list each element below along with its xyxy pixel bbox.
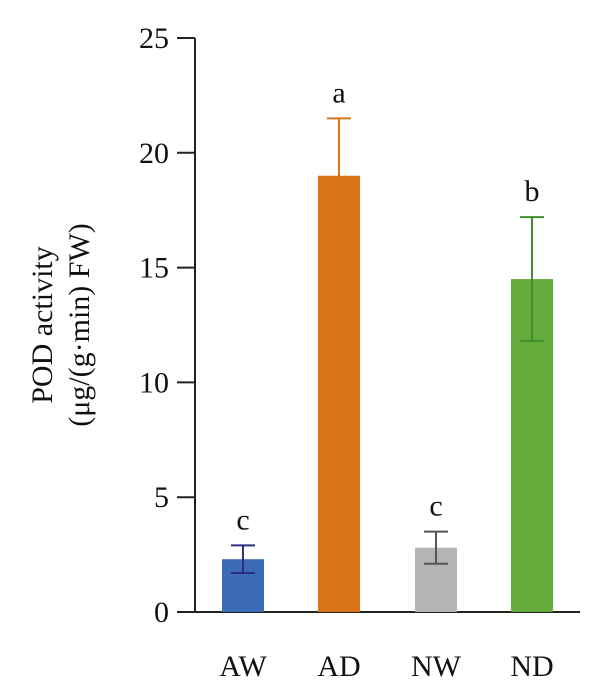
- significance-letter: c: [429, 490, 442, 523]
- bar-ad: [318, 175, 360, 612]
- x-category-label: NW: [411, 650, 462, 683]
- y-axis-ticks: 0 5 10 15 20 25: [139, 22, 195, 629]
- y-tick-label: 10: [139, 366, 169, 399]
- bars: [222, 175, 553, 612]
- y-tick-label: 25: [139, 22, 169, 55]
- significance-letter: c: [236, 503, 249, 536]
- y-tick-label: 15: [139, 252, 169, 285]
- significance-letter: b: [525, 175, 540, 208]
- significance-letter: a: [332, 76, 345, 109]
- x-category-label: AW: [219, 650, 267, 683]
- x-axis-categories: AW AD NW ND: [219, 650, 553, 683]
- y-tick-label: 5: [154, 481, 169, 514]
- error-bars: [231, 117, 544, 574]
- y-axis-label-line-1: POD activity: [26, 246, 59, 404]
- x-category-label: AD: [317, 650, 360, 683]
- significance-letters: c a c b: [236, 76, 539, 536]
- y-tick-label: 20: [139, 137, 169, 170]
- y-tick-label: 0: [154, 596, 169, 629]
- y-axis-label: POD activity (μg/(g·min) FW): [26, 223, 96, 427]
- x-category-label: ND: [510, 650, 553, 683]
- y-axis-label-line-2: (μg/(g·min) FW): [63, 223, 96, 427]
